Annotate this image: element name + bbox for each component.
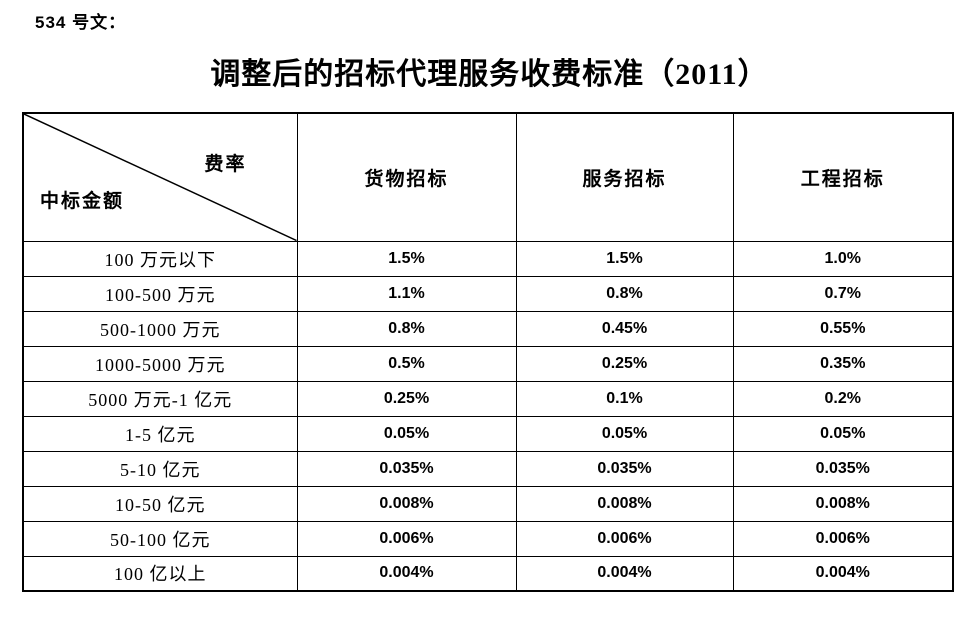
corner-rate-label: 费率 (204, 154, 247, 175)
rate-value: 0.2% (732, 380, 954, 417)
row-label: 50-100 亿元 (22, 520, 298, 557)
rate-value: 0.008% (732, 485, 954, 522)
column-header-services: 服务招标 (515, 112, 734, 242)
row-label: 10-50 亿元 (22, 485, 298, 522)
rate-value: 1.1% (296, 275, 517, 312)
rate-value: 0.35% (732, 345, 954, 382)
table-row: 1000-5000 万元 0.5% 0.25% 0.35% (22, 345, 954, 382)
table-row: 100-500 万元 1.1% 0.8% 0.7% (22, 275, 954, 312)
row-label: 5000 万元-1 亿元 (22, 380, 298, 417)
rate-value: 0.25% (515, 345, 734, 382)
table-row: 100 亿以上 0.004% 0.004% 0.004% (22, 555, 954, 592)
column-header-goods: 货物招标 (296, 112, 517, 242)
rate-value: 0.7% (732, 275, 954, 312)
rate-value: 1.0% (732, 240, 954, 277)
row-label: 5-10 亿元 (22, 450, 298, 487)
rate-value: 0.004% (515, 555, 734, 592)
rate-value: 0.006% (515, 520, 734, 557)
diagonal-line (24, 114, 297, 241)
row-label: 1000-5000 万元 (22, 345, 298, 382)
row-label: 100-500 万元 (22, 275, 298, 312)
table-row: 10-50 亿元 0.008% 0.008% 0.008% (22, 485, 954, 522)
rate-value: 0.45% (515, 310, 734, 347)
page-title: 调整后的招标代理服务收费标准（2011） (210, 58, 769, 91)
rate-value: 0.1% (515, 380, 734, 417)
column-header-works: 工程招标 (732, 112, 954, 242)
rate-value: 0.035% (296, 450, 517, 487)
table-header-row: 费率 中标金额 货物招标 服务招标 工程招标 (22, 112, 954, 242)
row-label: 1-5 亿元 (22, 415, 298, 452)
corner-amount-label: 中标金额 (40, 190, 125, 212)
rate-value: 0.25% (296, 380, 517, 417)
rate-value: 1.5% (296, 240, 517, 277)
rate-value: 0.5% (296, 345, 517, 382)
rate-value: 0.8% (515, 275, 734, 312)
rate-value: 0.05% (515, 415, 734, 452)
table-row: 100 万元以下 1.5% 1.5% 1.0% (22, 240, 954, 277)
table-row: 5-10 亿元 0.035% 0.035% 0.035% (22, 450, 954, 487)
rate-value: 0.006% (732, 520, 954, 557)
rate-value: 0.004% (732, 555, 954, 592)
table-row: 50-100 亿元 0.006% 0.006% 0.006% (22, 520, 954, 557)
rate-value: 0.035% (515, 450, 734, 487)
table-row: 1-5 亿元 0.05% 0.05% 0.05% (22, 415, 954, 452)
rate-value: 0.05% (296, 415, 517, 452)
rate-value: 0.05% (732, 415, 954, 452)
rate-value: 0.004% (296, 555, 517, 592)
table-row: 5000 万元-1 亿元 0.25% 0.1% 0.2% (22, 380, 954, 417)
rate-value: 0.008% (515, 485, 734, 522)
rate-value: 1.5% (515, 240, 734, 277)
diagonal-corner-cell: 费率 中标金额 (22, 112, 298, 242)
doc-number-label: 534 号文： (35, 13, 127, 32)
rate-value: 0.006% (296, 520, 517, 557)
table-row: 500-1000 万元 0.8% 0.45% 0.55% (22, 310, 954, 347)
row-label: 500-1000 万元 (22, 310, 298, 347)
rate-value: 0.008% (296, 485, 517, 522)
rate-value: 0.8% (296, 310, 517, 347)
row-label: 100 亿以上 (22, 555, 298, 592)
row-label: 100 万元以下 (22, 240, 298, 277)
rate-value: 0.035% (732, 450, 954, 487)
rate-value: 0.55% (732, 310, 954, 347)
fee-schedule-table: 费率 中标金额 货物招标 服务招标 工程招标 100 万元以下 1.5% 1.5… (22, 112, 954, 592)
